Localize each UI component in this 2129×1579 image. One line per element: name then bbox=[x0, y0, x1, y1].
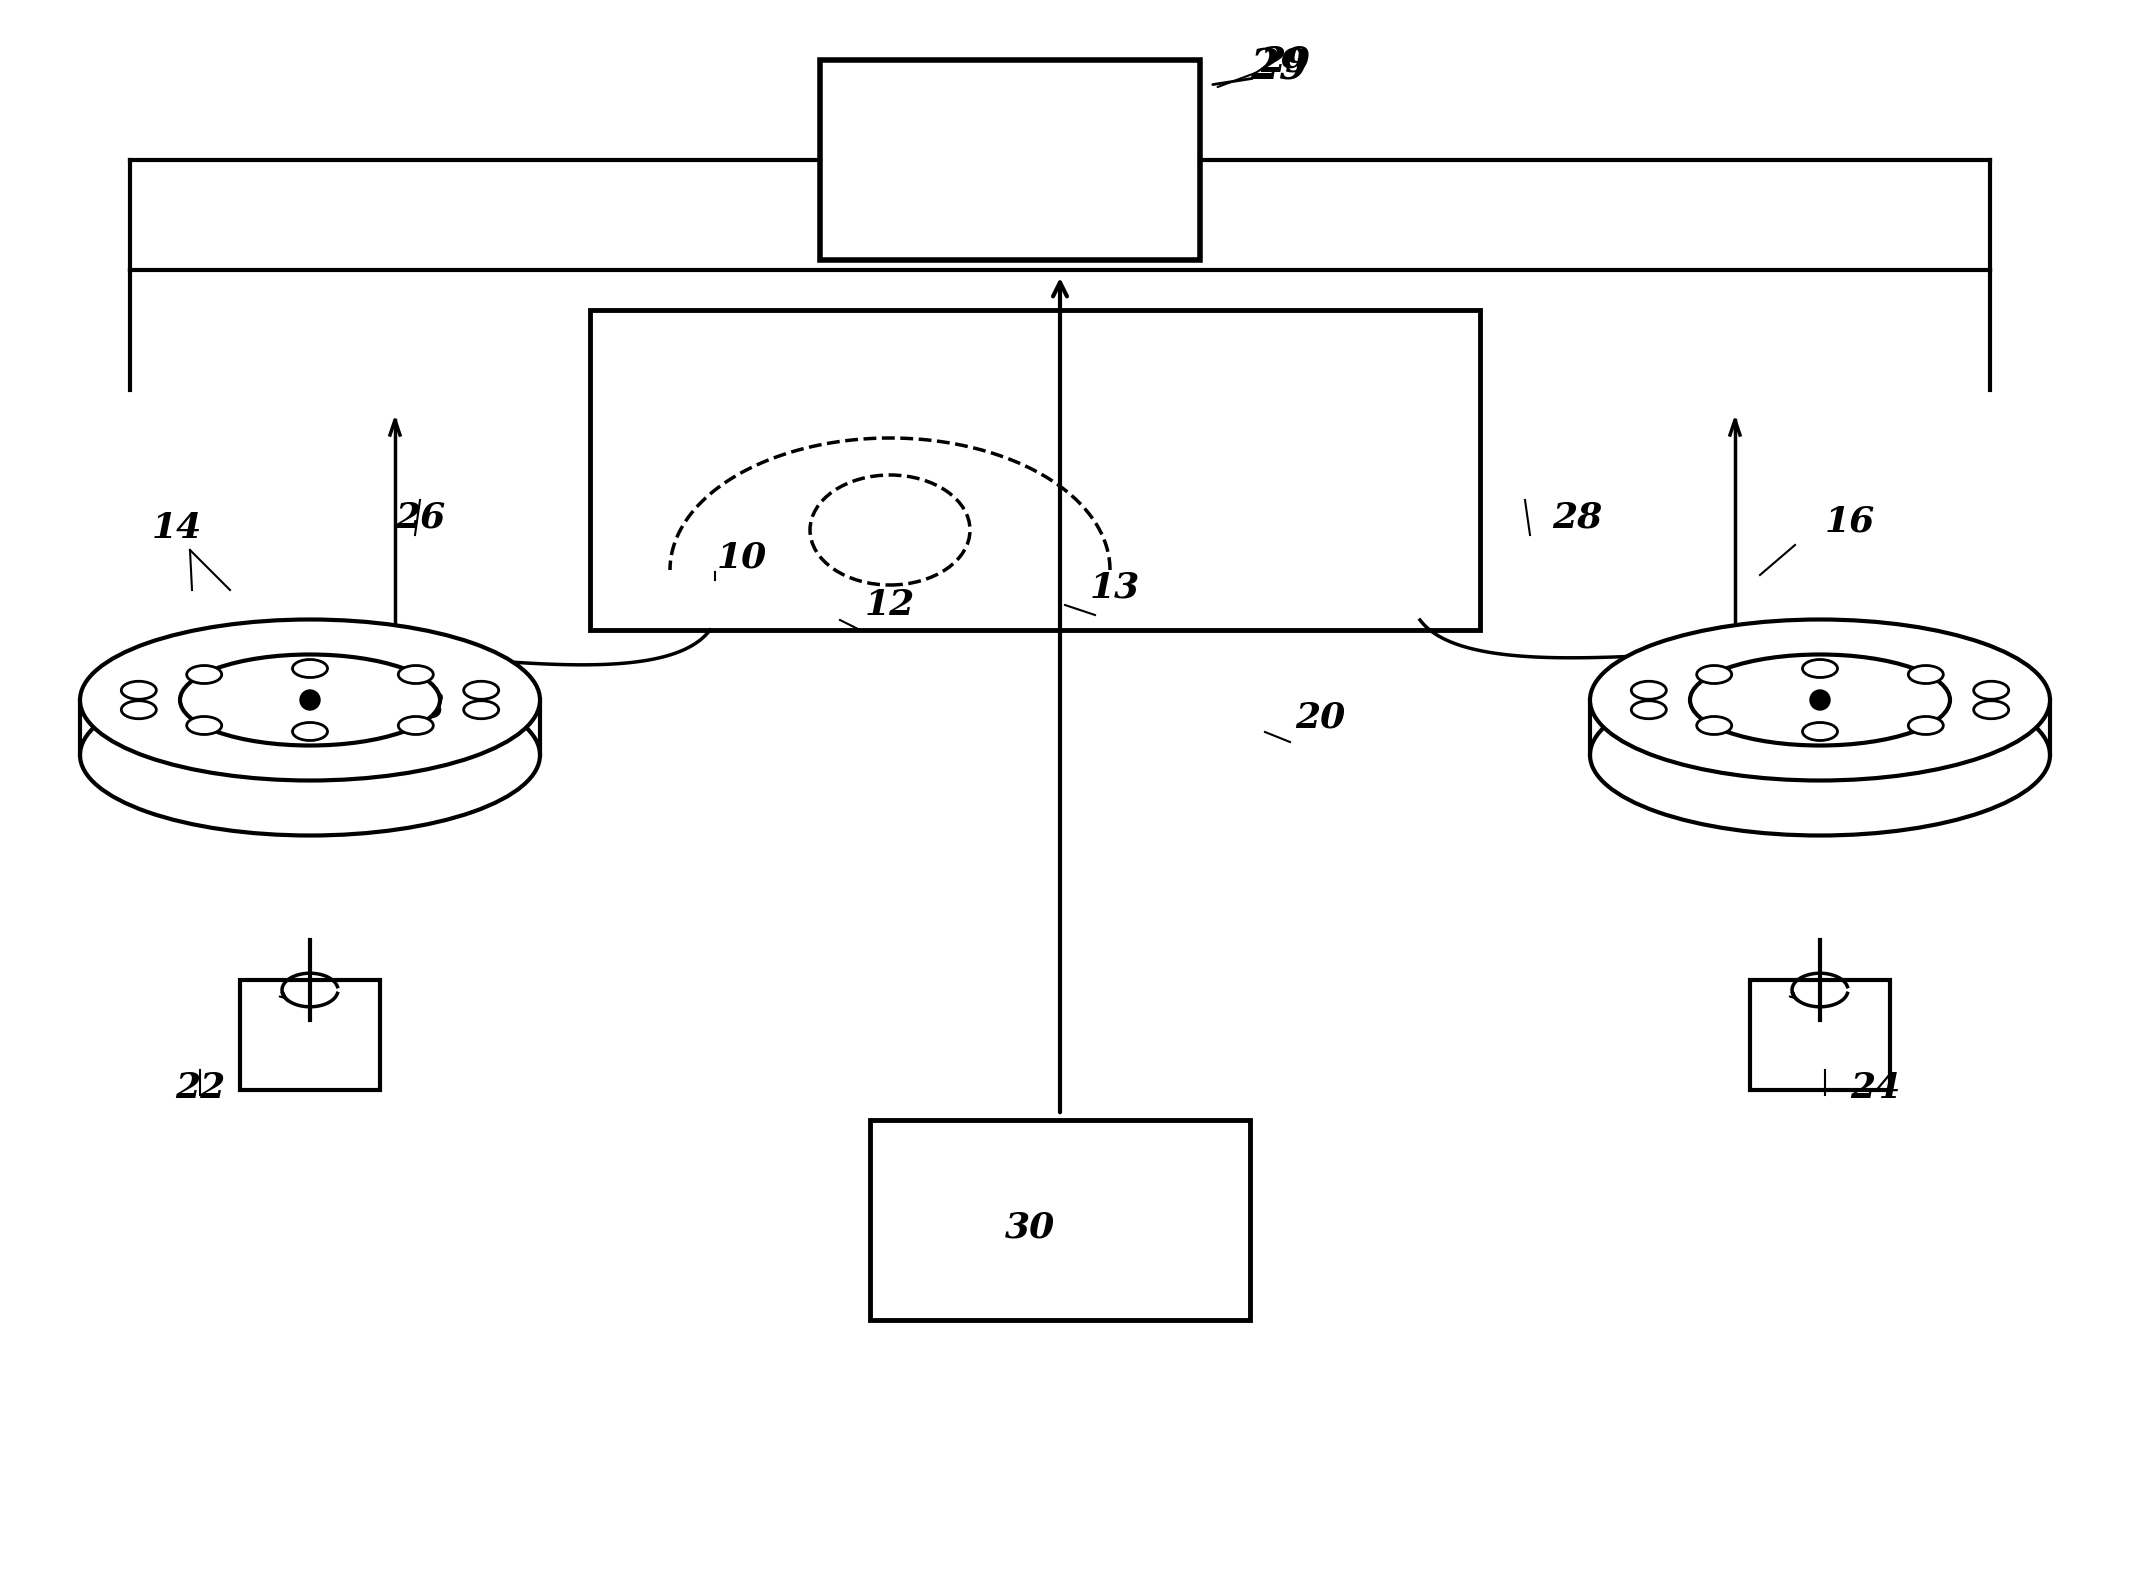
Ellipse shape bbox=[1803, 660, 1837, 677]
Text: 29: 29 bbox=[1260, 44, 1309, 79]
Circle shape bbox=[1810, 690, 1831, 711]
Bar bbox=[590, 309, 1480, 630]
Ellipse shape bbox=[1908, 665, 1944, 684]
Text: 13: 13 bbox=[1090, 572, 1141, 605]
Bar bbox=[871, 1120, 1250, 1320]
Ellipse shape bbox=[1631, 681, 1667, 699]
Ellipse shape bbox=[398, 665, 434, 684]
Ellipse shape bbox=[187, 717, 221, 734]
Bar bbox=[241, 981, 379, 1090]
Ellipse shape bbox=[81, 619, 541, 780]
Text: 22: 22 bbox=[175, 1071, 226, 1105]
Ellipse shape bbox=[1974, 681, 2008, 699]
Text: 20: 20 bbox=[1294, 701, 1346, 734]
Text: 12: 12 bbox=[864, 587, 915, 622]
Ellipse shape bbox=[181, 655, 441, 745]
Bar bbox=[1750, 981, 1891, 1090]
Ellipse shape bbox=[292, 660, 328, 677]
Ellipse shape bbox=[292, 723, 328, 741]
Text: 18: 18 bbox=[396, 692, 445, 725]
Ellipse shape bbox=[187, 665, 221, 684]
Text: 26: 26 bbox=[396, 501, 445, 535]
Text: 16: 16 bbox=[1825, 505, 1876, 538]
Text: 10: 10 bbox=[717, 540, 766, 575]
Text: 14: 14 bbox=[151, 512, 202, 545]
Ellipse shape bbox=[1697, 665, 1731, 684]
Ellipse shape bbox=[1631, 701, 1667, 718]
Ellipse shape bbox=[1908, 717, 1944, 734]
Text: 28: 28 bbox=[1552, 501, 1603, 535]
Ellipse shape bbox=[121, 701, 155, 718]
Ellipse shape bbox=[398, 717, 434, 734]
Circle shape bbox=[1096, 556, 1124, 584]
Text: 29: 29 bbox=[1250, 47, 1307, 88]
Ellipse shape bbox=[1803, 723, 1837, 741]
Ellipse shape bbox=[121, 681, 155, 699]
Ellipse shape bbox=[1590, 619, 2050, 780]
Ellipse shape bbox=[1697, 717, 1731, 734]
Ellipse shape bbox=[464, 701, 498, 718]
Circle shape bbox=[300, 690, 319, 711]
Ellipse shape bbox=[1690, 655, 1950, 745]
Text: 24: 24 bbox=[1850, 1071, 1901, 1105]
Text: 30: 30 bbox=[1005, 1210, 1056, 1244]
Ellipse shape bbox=[1974, 701, 2008, 718]
Bar bbox=[820, 60, 1201, 261]
Ellipse shape bbox=[464, 681, 498, 699]
